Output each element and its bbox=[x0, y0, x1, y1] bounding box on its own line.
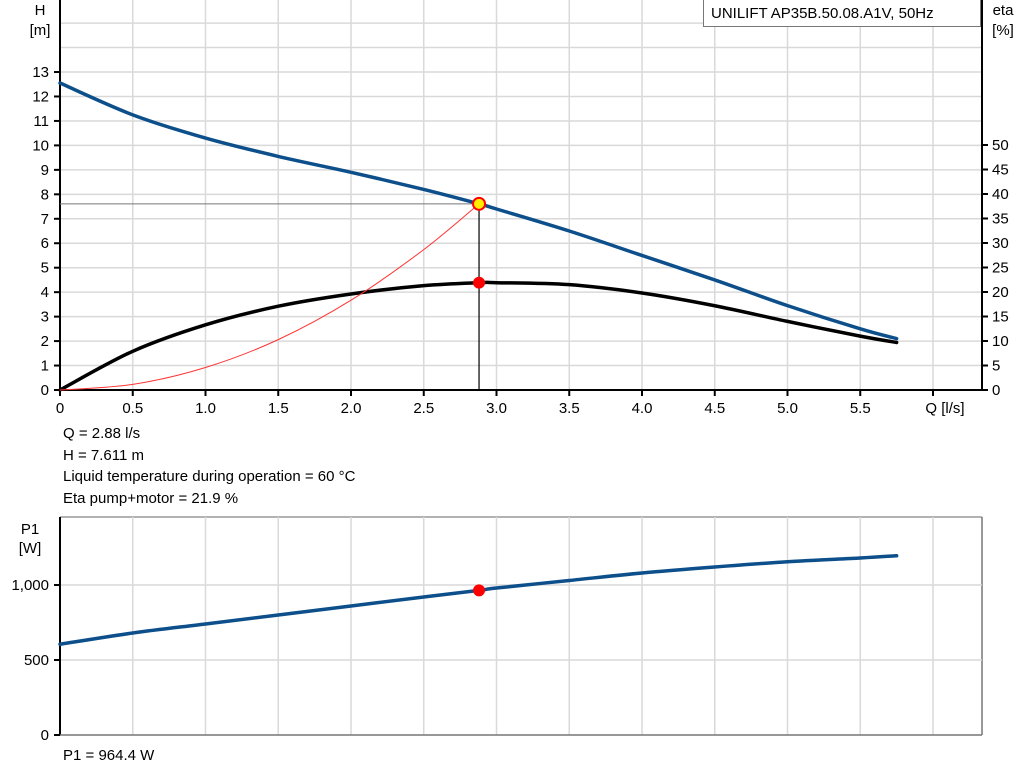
duty-point-marker bbox=[472, 196, 487, 211]
y-tick-label: 2 bbox=[41, 333, 49, 350]
efficiency-readout: Eta pump+motor = 21.9 % bbox=[63, 489, 239, 507]
y-tick-label: 5 bbox=[41, 260, 49, 277]
y-tick-label: 7 bbox=[41, 211, 49, 228]
head-readout: H = 7.611 m bbox=[63, 446, 145, 464]
y-tick-label: 0 bbox=[41, 382, 49, 399]
y-tick-label: 1 bbox=[41, 358, 49, 375]
x-tick-label: 4.0 bbox=[632, 400, 653, 417]
x-tick-label: 0.5 bbox=[122, 400, 143, 417]
y2-tick-label: 10 bbox=[992, 333, 1009, 350]
y-tick-label: 10 bbox=[32, 137, 49, 154]
y-tick-label: 9 bbox=[41, 162, 49, 179]
y2-tick-label: 50 bbox=[992, 137, 1009, 154]
y-tick-label: 6 bbox=[41, 235, 49, 252]
efficiency-point-marker bbox=[473, 276, 486, 289]
y2-tick-label: 15 bbox=[992, 309, 1009, 326]
y-tick-label: 4 bbox=[41, 284, 49, 301]
x-tick-label: 1.5 bbox=[268, 400, 289, 417]
y-axis-label: P1 bbox=[21, 521, 39, 538]
y2-tick-label: 45 bbox=[992, 162, 1009, 179]
y2-tick-label: 30 bbox=[992, 235, 1009, 252]
y2-tick-label: 20 bbox=[992, 284, 1009, 301]
system-curve bbox=[59, 203, 480, 391]
y2-tick-label: 25 bbox=[992, 260, 1009, 277]
y-axis-label-unit: [W] bbox=[19, 540, 42, 557]
x-tick-label: 2.0 bbox=[341, 400, 362, 417]
y2-tick-label: 5 bbox=[992, 358, 1000, 375]
y2-tick-label: 40 bbox=[992, 186, 1009, 203]
y-tick-label: 1,000 bbox=[11, 577, 49, 594]
y2-tick-label: 0 bbox=[992, 382, 1000, 399]
y-tick-label: 500 bbox=[24, 652, 49, 669]
x-tick-label: 4.5 bbox=[704, 400, 725, 417]
y2-tick-label: 35 bbox=[992, 211, 1009, 228]
head-curve bbox=[58, 81, 899, 341]
x-tick-label: 3.5 bbox=[559, 400, 580, 417]
x-tick-label: 1.0 bbox=[195, 400, 216, 417]
y-tick-label: 3 bbox=[41, 309, 49, 326]
info-block: Q = 2.88 l/s H = 7.611 m Liquid temperat… bbox=[63, 423, 355, 509]
x-tick-label: 2.5 bbox=[413, 400, 434, 417]
y-tick-label: 8 bbox=[41, 186, 49, 203]
power-readout: P1 = 964.4 W bbox=[63, 747, 155, 764]
y-tick-label: 13 bbox=[32, 64, 49, 81]
y-tick-label: 12 bbox=[32, 88, 49, 105]
efficiency-curve bbox=[58, 280, 899, 392]
y2-axis-label-unit: [%] bbox=[992, 22, 1014, 39]
power-curve bbox=[58, 554, 899, 646]
x-tick-label: 5.0 bbox=[777, 400, 798, 417]
x-tick-label: 0 bbox=[56, 400, 64, 417]
temperature-readout: Liquid temperature during operation = 60… bbox=[63, 468, 356, 485]
x-tick-label: 5.5 bbox=[850, 400, 871, 417]
y2-axis-label: eta bbox=[993, 2, 1015, 19]
y-tick-label: 0 bbox=[41, 727, 49, 744]
power-point-marker bbox=[473, 584, 486, 597]
y-tick-label: 11 bbox=[33, 113, 49, 130]
x-axis-label: Q [l/s] bbox=[925, 400, 964, 417]
y-axis-label: H bbox=[35, 2, 46, 19]
chart-title: UNILIFT AP35B.50.08.A1V, 50Hz bbox=[703, 0, 981, 27]
flow-readout: Q = 2.88 l/s bbox=[63, 425, 141, 442]
y-axis-label-unit: [m] bbox=[30, 22, 51, 39]
x-tick-label: 3.0 bbox=[486, 400, 507, 417]
